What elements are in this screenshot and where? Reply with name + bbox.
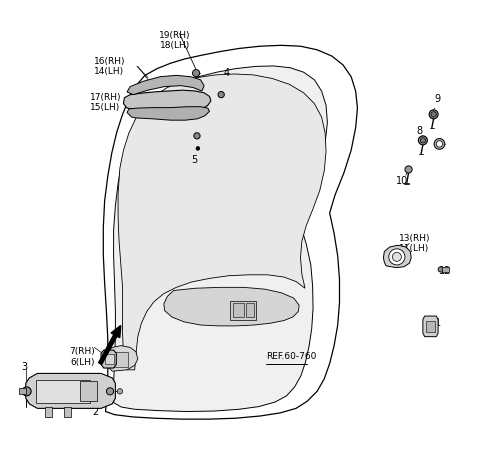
Polygon shape <box>26 373 115 408</box>
Text: 13(RH)
11(LH): 13(RH) 11(LH) <box>399 234 431 253</box>
Bar <box>45 407 52 417</box>
Circle shape <box>438 267 444 272</box>
Polygon shape <box>114 66 327 411</box>
Bar <box>233 303 244 318</box>
Bar <box>442 267 449 272</box>
Text: 2: 2 <box>93 407 99 417</box>
Text: 7(RH)
6(LH): 7(RH) 6(LH) <box>69 347 95 367</box>
Text: 4: 4 <box>224 68 230 78</box>
Polygon shape <box>101 350 116 368</box>
Text: 12: 12 <box>439 266 452 276</box>
Polygon shape <box>164 287 299 326</box>
Text: 16(RH)
14(LH): 16(RH) 14(LH) <box>95 57 126 76</box>
Polygon shape <box>123 90 211 113</box>
Polygon shape <box>127 107 210 120</box>
Text: 3: 3 <box>22 362 28 372</box>
Circle shape <box>431 112 436 117</box>
Polygon shape <box>118 74 326 370</box>
Polygon shape <box>103 45 358 419</box>
Circle shape <box>117 389 122 394</box>
Circle shape <box>194 133 200 139</box>
Polygon shape <box>127 75 204 95</box>
Bar <box>230 301 256 320</box>
Text: 8: 8 <box>416 126 422 136</box>
Text: 5: 5 <box>191 155 197 165</box>
Circle shape <box>434 138 445 149</box>
Polygon shape <box>105 345 138 371</box>
Bar <box>36 380 90 403</box>
Circle shape <box>196 147 200 150</box>
Circle shape <box>389 249 405 265</box>
Circle shape <box>192 69 200 77</box>
Bar <box>80 382 97 401</box>
Bar <box>64 407 72 417</box>
Text: 19(RH)
18(LH): 19(RH) 18(LH) <box>159 31 191 50</box>
Circle shape <box>107 388 114 395</box>
Text: 10: 10 <box>396 176 408 186</box>
Bar <box>246 303 254 318</box>
Polygon shape <box>384 245 411 267</box>
Circle shape <box>420 138 426 143</box>
Bar <box>19 388 26 394</box>
Text: REF.60-760: REF.60-760 <box>266 352 316 361</box>
Bar <box>105 354 114 364</box>
Circle shape <box>218 92 224 98</box>
Bar <box>426 321 435 332</box>
Text: 17(RH)
15(LH): 17(RH) 15(LH) <box>90 92 121 112</box>
Circle shape <box>22 387 31 396</box>
Circle shape <box>436 141 443 147</box>
Text: 9: 9 <box>434 94 440 105</box>
Polygon shape <box>423 316 438 336</box>
Circle shape <box>392 253 401 262</box>
Circle shape <box>405 166 412 173</box>
FancyArrow shape <box>98 326 121 364</box>
Text: 1: 1 <box>435 318 441 328</box>
Circle shape <box>429 110 438 119</box>
Circle shape <box>419 136 427 145</box>
Bar <box>114 352 128 367</box>
